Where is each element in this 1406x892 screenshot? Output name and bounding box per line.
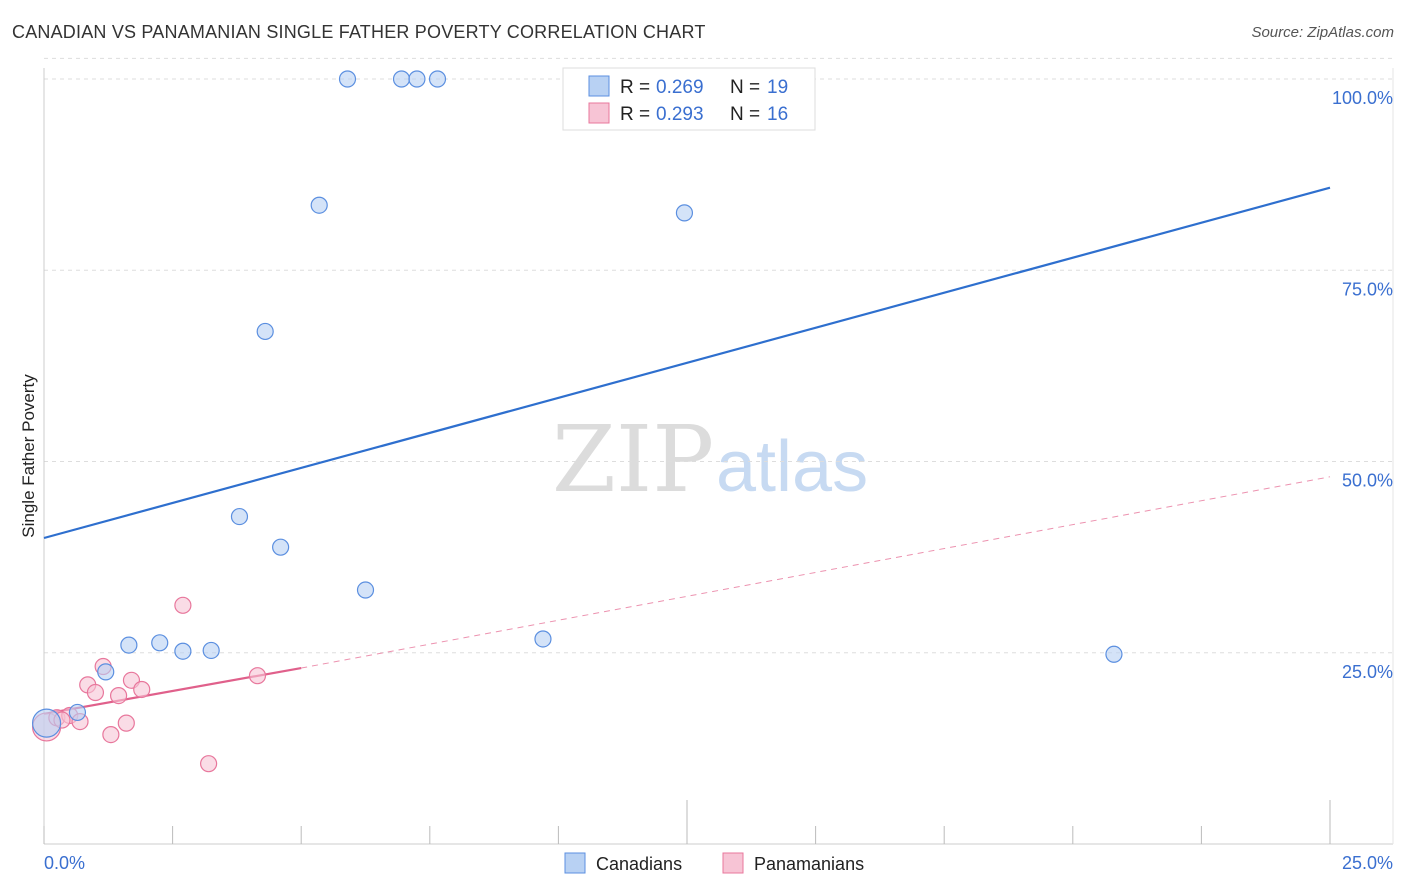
y-axis-title: Single Father Poverty xyxy=(19,374,38,538)
legend-canadians-r-label: R = xyxy=(620,77,650,98)
point-canadians-5 xyxy=(174,642,192,660)
point-canadians-16 xyxy=(534,630,552,648)
y-tick-label-25: 25.0% xyxy=(1342,662,1393,682)
watermark-atlas: atlas xyxy=(716,427,868,507)
point-canadians-4 xyxy=(151,634,169,652)
point-panamanians-7 xyxy=(102,726,120,744)
y-tick-label-50: 50.0% xyxy=(1342,471,1393,491)
trend-line-panamanians-extension xyxy=(301,476,1331,669)
point-canadians-9 xyxy=(272,538,290,556)
data-points xyxy=(31,70,1123,773)
y-tick-label-75: 75.0% xyxy=(1342,279,1393,299)
bottom-legend-canadians: Canadians xyxy=(596,854,682,874)
point-panamanians-14 xyxy=(248,667,267,685)
legend-swatch-panamanians xyxy=(588,102,610,124)
bottom-legend-panamanians: Panamanians xyxy=(754,854,864,874)
point-canadians-14 xyxy=(428,70,447,88)
point-panamanians-5 xyxy=(86,683,105,702)
legend-panamanians-n-label: N = xyxy=(730,104,760,125)
legend-canadians-n-value: 19 xyxy=(767,77,788,98)
point-canadians-8 xyxy=(256,322,274,341)
point-canadians-3 xyxy=(120,636,138,654)
point-canadians-2 xyxy=(97,663,115,681)
legend-canadians-r-value: 0.269 xyxy=(656,77,704,98)
point-panamanians-9 xyxy=(117,714,135,732)
x-tick-label-min: 0.0% xyxy=(44,853,85,873)
trend-line-canadians xyxy=(43,186,1331,540)
series-legend: Canadians Panamanians xyxy=(564,852,864,874)
watermark-zip: ZIP xyxy=(552,406,714,513)
point-canadians-12 xyxy=(392,70,411,88)
point-canadians-11 xyxy=(338,70,357,88)
chart-source: Source: ZipAtlas.com xyxy=(1251,24,1394,41)
bottom-legend-swatch-panamanians xyxy=(722,852,744,874)
point-canadians-0 xyxy=(31,708,62,738)
point-canadians-7 xyxy=(230,507,249,526)
point-canadians-13 xyxy=(408,70,426,88)
point-canadians-15 xyxy=(356,581,375,599)
point-panamanians-11 xyxy=(133,680,151,699)
legend-panamanians-r-value: 0.293 xyxy=(656,104,704,125)
axes xyxy=(43,68,1394,845)
point-panamanians-8 xyxy=(109,686,128,705)
y-tick-labels: 25.0% 50.0% 75.0% 100.0% xyxy=(1332,88,1393,682)
legend-swatch-canadians xyxy=(588,75,610,97)
point-panamanians-12 xyxy=(174,596,192,614)
x-tick-label-max: 25.0% xyxy=(1342,853,1393,873)
point-panamanians-13 xyxy=(200,755,218,773)
chart-title: CANADIAN VS PANAMANIAN SINGLE FATHER POV… xyxy=(12,22,706,42)
point-canadians-1 xyxy=(68,703,87,722)
point-canadians-18 xyxy=(1105,645,1123,663)
point-canadians-6 xyxy=(202,641,220,660)
bottom-legend-swatch-canadians xyxy=(564,852,586,874)
legend-canadians-n-label: N = xyxy=(730,77,760,98)
correlation-legend: R = 0.269 N = 19 R = 0.293 N = 16 xyxy=(562,67,816,131)
y-tick-label-100: 100.0% xyxy=(1332,88,1393,108)
point-canadians-17 xyxy=(675,204,694,222)
point-canadians-10 xyxy=(310,196,328,214)
legend-panamanians-n-value: 16 xyxy=(767,104,788,125)
gridlines xyxy=(44,57,1393,654)
legend-panamanians-r-label: R = xyxy=(620,104,650,125)
